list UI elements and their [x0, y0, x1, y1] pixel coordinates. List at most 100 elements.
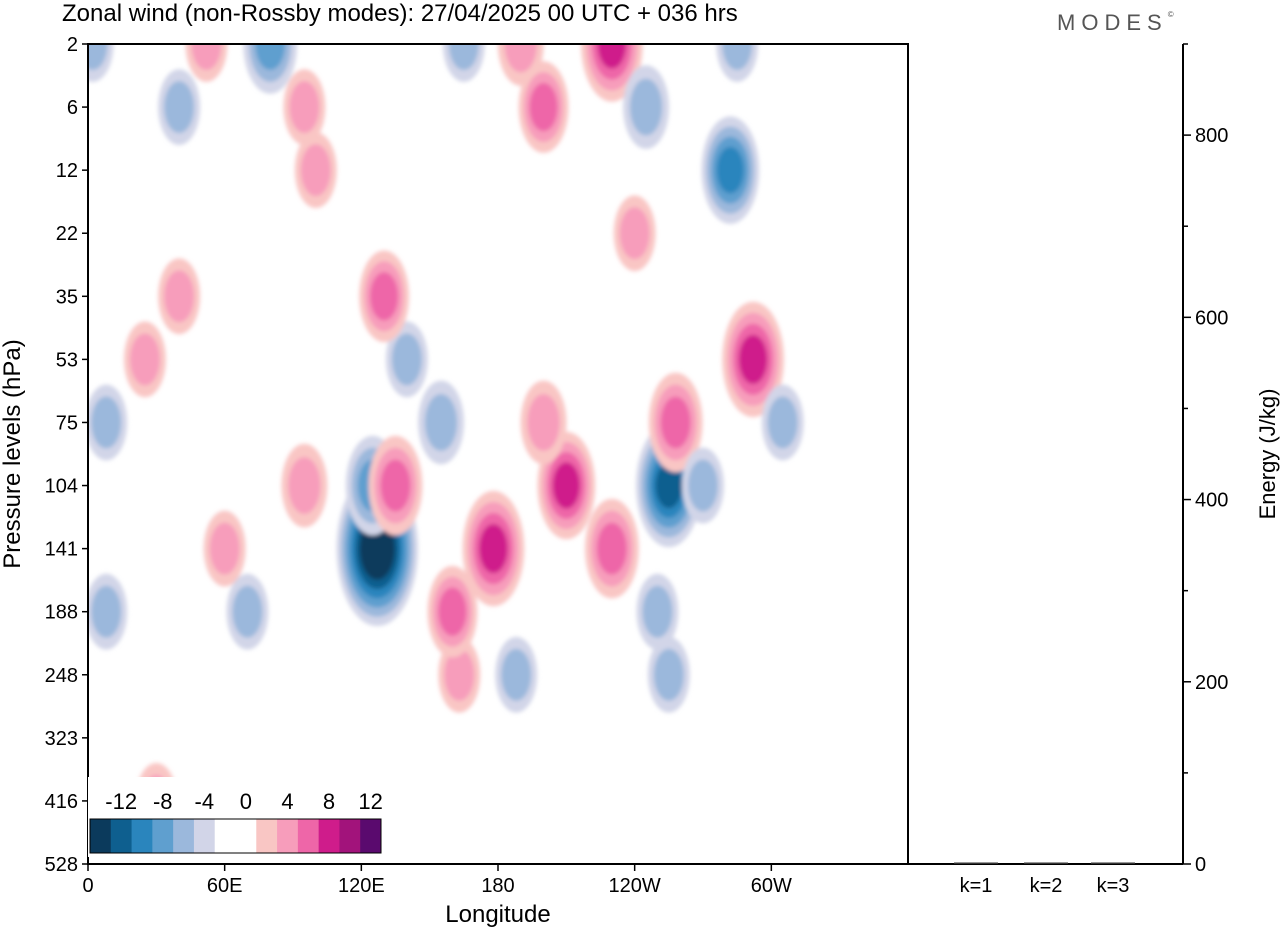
y-tick-label: 2 — [67, 34, 78, 56]
energy-panel: 0 200 400 600 800 k=1 k=2 k=3 — [908, 43, 1228, 897]
anomaly-blob — [761, 384, 804, 461]
logo-mark: © — [1167, 10, 1174, 19]
colorbar-swatch — [360, 819, 382, 853]
anomaly-blob — [158, 69, 201, 145]
anomaly-blob — [427, 565, 478, 658]
chart-title: Zonal wind (non-Rossby modes): 27/04/202… — [62, 0, 738, 27]
x-axis-label: Longitude — [445, 901, 550, 928]
contour-level — [629, 78, 663, 136]
contour-level — [164, 270, 195, 323]
y-tick-label: 323 — [45, 728, 78, 750]
colorbar-swatch — [256, 819, 278, 853]
colorbar-swatch — [90, 819, 112, 853]
contour-level — [424, 394, 458, 451]
contour-level — [552, 462, 580, 509]
x-tick-label: 60W — [751, 875, 792, 897]
y-tick-label: 248 — [45, 665, 78, 687]
anomaly-blob — [495, 636, 538, 713]
colorbar-tick-label: 4 — [281, 789, 293, 814]
anomaly-blob — [88, 573, 128, 650]
anomaly-blob — [124, 321, 166, 398]
contour-level — [300, 144, 331, 197]
x-tick-label: 120W — [609, 875, 661, 897]
contour-level — [767, 396, 798, 449]
contour-level — [619, 207, 650, 260]
anomaly-blob — [418, 380, 464, 465]
colorbar-swatch — [193, 819, 216, 853]
contour-level — [91, 585, 122, 638]
contour-level — [448, 44, 479, 70]
colorbar-swatch — [339, 819, 361, 853]
y-tick-label: 528 — [45, 854, 78, 876]
anomaly-blob — [647, 636, 690, 713]
contour-level — [191, 44, 222, 70]
contour-level — [722, 44, 753, 70]
x-tick-label: 60E — [207, 875, 243, 897]
contour-level — [438, 587, 467, 636]
modes-logo: MODES© — [1057, 10, 1174, 36]
x-tick-label: 0 — [82, 875, 93, 897]
contour-level — [391, 333, 422, 386]
contour-level — [91, 396, 122, 449]
energy-y-tick-label: 0 — [1195, 854, 1206, 876]
colorbar-tick-label: 8 — [323, 789, 335, 814]
energy-y-tick-label: 200 — [1195, 672, 1228, 694]
contour-level — [288, 457, 321, 514]
colorbar-swatch — [110, 819, 133, 853]
colorbar-tick-label: -12 — [105, 789, 137, 814]
colorbar-swatch — [277, 819, 299, 853]
contour-level — [597, 44, 627, 69]
anomaly-blob — [623, 65, 669, 149]
heatmap-field — [88, 44, 804, 839]
y-tick-label: 12 — [56, 160, 78, 182]
energy-y-tick-label: 800 — [1195, 125, 1228, 147]
anomaly-blob — [158, 258, 201, 335]
colorbar-swatch — [152, 819, 174, 853]
contour-level — [529, 82, 558, 132]
contour-level — [716, 146, 744, 194]
y-tick-label: 22 — [56, 223, 78, 245]
contour-level — [232, 585, 263, 638]
contour-level — [88, 44, 108, 70]
energy-axis-label: Energy (J/kg) — [1255, 389, 1280, 520]
anomaly-blob — [518, 61, 569, 153]
contour-level — [370, 272, 399, 321]
colorbar-frame — [89, 818, 382, 854]
anomaly-blob — [368, 435, 423, 536]
colorbar-tick-label: -8 — [153, 789, 173, 814]
y-axis-label: Pressure levels (hPa) — [0, 339, 26, 568]
contour-level — [364, 526, 391, 571]
y-tick-label: 416 — [45, 791, 78, 813]
anomaly-blob — [359, 250, 410, 343]
x-tick-label: 180 — [481, 875, 514, 897]
x-tick-label: 120E — [338, 875, 385, 897]
contour-level — [209, 522, 240, 575]
anomaly-blob — [701, 116, 760, 224]
colorbar-swatch — [173, 819, 195, 853]
contour-level — [596, 522, 627, 575]
y-tick-label: 53 — [56, 349, 78, 371]
contour-level — [660, 396, 691, 449]
anomaly-blob — [716, 44, 759, 82]
y-tick-label: 141 — [45, 539, 78, 561]
colorbar-swatch — [318, 819, 340, 853]
anomaly-blob — [294, 132, 337, 209]
contour-level — [527, 394, 560, 451]
anomaly-blob — [722, 301, 784, 418]
contour-level — [738, 334, 768, 384]
y-tick-label: 35 — [56, 286, 78, 308]
energy-category-label: k=3 — [1097, 875, 1130, 897]
contour-level — [444, 648, 475, 701]
y-tick-label: 188 — [45, 602, 78, 624]
energy-y-tick-label: 600 — [1195, 307, 1228, 329]
anomaly-blob — [283, 69, 326, 145]
colorbar-swatch — [297, 819, 320, 853]
contour-level — [129, 333, 160, 386]
contour-level — [164, 81, 195, 134]
anomaly-blob — [203, 510, 246, 587]
anomaly-blob — [88, 384, 128, 461]
anomaly-blob — [385, 321, 428, 398]
colorbar-tick-label: 0 — [240, 789, 252, 814]
energy-category-label: k=1 — [960, 875, 993, 897]
